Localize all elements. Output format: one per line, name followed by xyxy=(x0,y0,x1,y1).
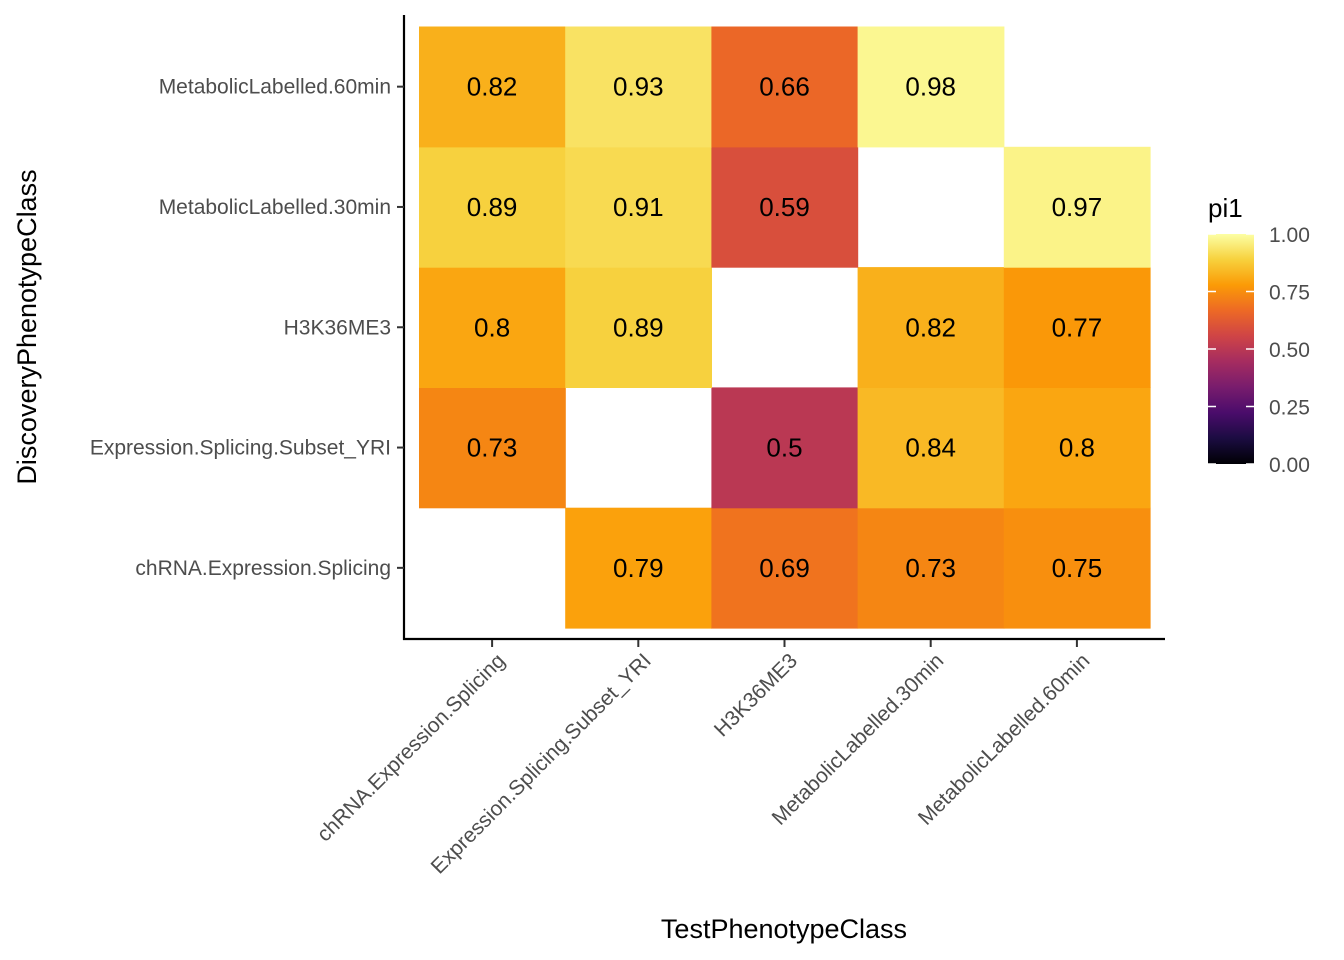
y-tick-label: H3K36ME3 xyxy=(284,316,391,339)
cell-value-label: 0.77 xyxy=(1052,312,1103,342)
x-tick-label: H3K36ME3 xyxy=(710,649,802,741)
cell-value-label: 0.69 xyxy=(759,553,810,583)
heatmap-cell xyxy=(565,507,712,629)
cell-value-label: 0.8 xyxy=(1059,433,1095,463)
cell-value-label: 0.8 xyxy=(474,312,510,342)
y-axis-title: DiscoveryPhenotypeClass xyxy=(12,169,42,484)
y-tick-label: MetabolicLabelled.30min xyxy=(159,196,391,219)
y-axis-ticks: chRNA.Expression.Splicing Expression.Spli… xyxy=(90,76,404,580)
cell-value-label: 0.79 xyxy=(613,553,664,583)
heatmap-cell xyxy=(565,146,712,268)
legend-tick-label: 1.00 xyxy=(1269,224,1310,247)
cell-value-label: 0.5 xyxy=(766,433,802,463)
cell-value-label: 0.97 xyxy=(1052,192,1103,222)
heatmap-cell xyxy=(419,267,566,388)
heatmap-cell xyxy=(711,146,859,268)
heatmap-cell xyxy=(711,387,859,509)
legend-tick-label: 0.75 xyxy=(1269,282,1310,305)
cell-value-label: 0.91 xyxy=(613,192,664,222)
heatmap-cells xyxy=(419,26,1151,629)
legend-tick-label: 0.25 xyxy=(1269,397,1310,420)
heatmap-cell xyxy=(419,387,566,509)
cell-value-label: 0.73 xyxy=(905,553,956,583)
heatmap-cell xyxy=(1003,387,1151,509)
heatmap-cell xyxy=(857,26,1005,148)
heatmap-cell xyxy=(419,26,566,148)
cell-value-label: 0.84 xyxy=(905,433,956,463)
cell-value-label: 0.73 xyxy=(467,433,518,463)
x-tick-label: MetabolicLabelled.30min xyxy=(768,649,949,830)
legend-tick-label: 0.50 xyxy=(1269,339,1310,362)
x-tick-label: MetabolicLabelled.60min xyxy=(914,649,1095,830)
cell-value-label: 0.59 xyxy=(759,192,810,222)
legend-tick-label: 0.00 xyxy=(1269,454,1310,477)
cell-value-label: 0.82 xyxy=(905,312,956,342)
cell-value-label: 0.82 xyxy=(467,72,518,102)
x-axis-title: TestPhenotypeClass xyxy=(661,914,907,944)
heatmap-cell xyxy=(857,267,1005,388)
cell-value-label: 0.66 xyxy=(759,72,810,102)
heatmap-cell xyxy=(1003,507,1151,629)
heatmap-cell-labels: 0.79 0.69 0.73 0.75 0.73 0.5 0.84 0.8 0.8 0.89 0.8… xyxy=(467,72,1102,583)
heatmap-cell xyxy=(857,507,1005,629)
cell-value-label: 0.89 xyxy=(467,192,518,222)
y-tick-label: MetabolicLabelled.60min xyxy=(159,76,391,99)
heatmap-cell xyxy=(565,26,712,148)
heatmap-cell xyxy=(565,267,712,388)
y-tick-label: chRNA.Expression.Splicing xyxy=(135,557,391,580)
heatmap-cell xyxy=(711,507,859,629)
cell-value-label: 0.98 xyxy=(905,72,956,102)
heatmap-cell xyxy=(711,26,859,148)
y-tick-label: Expression.Splicing.Subset_YRI xyxy=(90,437,391,460)
cell-value-label: 0.75 xyxy=(1052,553,1103,583)
legend-ticks: 1.00 0.75 0.50 0.25 0.00 xyxy=(1208,224,1310,477)
heatmap-cell xyxy=(419,146,566,268)
heatmap-cell xyxy=(1003,146,1151,268)
color-legend: pi1 1.00 0.75 0.50 0.25 0.00 xyxy=(1208,193,1310,477)
heatmap-cell xyxy=(857,387,1005,509)
cell-value-label: 0.89 xyxy=(613,312,664,342)
heatmap-cell xyxy=(1003,267,1151,388)
cell-value-label: 0.93 xyxy=(613,72,664,102)
legend-title: pi1 xyxy=(1208,193,1243,223)
x-axis-ticks: chRNA.Expression.SplicingExpression.Spli… xyxy=(313,640,1095,878)
